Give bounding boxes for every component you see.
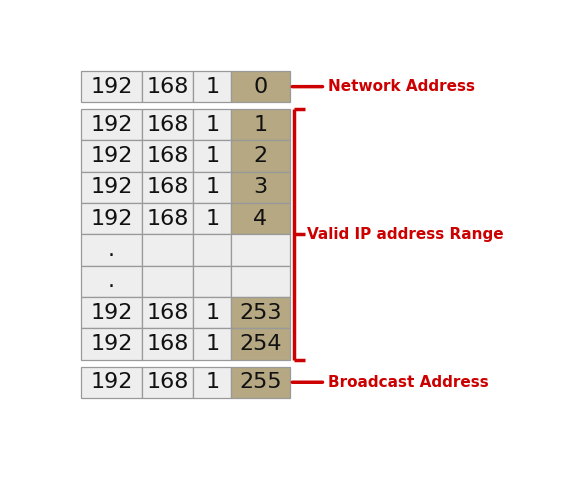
Text: .: . — [108, 240, 115, 260]
Text: 168: 168 — [146, 77, 188, 97]
Text: .: . — [108, 271, 115, 292]
Bar — [81, 328, 142, 360]
Bar — [81, 172, 142, 203]
Bar — [193, 266, 231, 297]
Text: 1: 1 — [205, 372, 219, 392]
Text: Broadcast Address: Broadcast Address — [328, 375, 488, 390]
Text: 4: 4 — [253, 209, 268, 229]
Text: 1: 1 — [205, 146, 219, 166]
Text: 2: 2 — [253, 146, 268, 166]
Bar — [231, 266, 290, 297]
Bar — [193, 367, 231, 398]
Text: 1: 1 — [205, 334, 219, 354]
Bar — [142, 203, 193, 235]
Bar — [231, 367, 290, 398]
Bar — [142, 109, 193, 140]
Bar — [231, 297, 290, 328]
Text: 192: 192 — [90, 77, 132, 97]
Text: 192: 192 — [90, 178, 132, 197]
Text: 1: 1 — [253, 115, 268, 135]
Text: 168: 168 — [146, 303, 188, 323]
Bar — [231, 328, 290, 360]
Bar — [231, 235, 290, 266]
Bar — [81, 235, 142, 266]
Bar — [231, 140, 290, 172]
Bar — [142, 71, 193, 102]
Text: 255: 255 — [239, 372, 281, 392]
Bar — [81, 297, 142, 328]
Text: 192: 192 — [90, 334, 132, 354]
Bar — [193, 235, 231, 266]
Bar — [81, 71, 142, 102]
Bar — [193, 172, 231, 203]
Bar — [142, 297, 193, 328]
Text: 168: 168 — [146, 209, 188, 229]
Text: 1: 1 — [205, 303, 219, 323]
Text: 192: 192 — [90, 303, 132, 323]
Bar — [142, 328, 193, 360]
Bar — [81, 203, 142, 235]
Text: 168: 168 — [146, 334, 188, 354]
Text: 168: 168 — [146, 372, 188, 392]
Text: 168: 168 — [146, 178, 188, 197]
Text: 192: 192 — [90, 209, 132, 229]
Bar — [193, 109, 231, 140]
Bar — [81, 140, 142, 172]
Text: 1: 1 — [205, 209, 219, 229]
Bar — [231, 172, 290, 203]
Bar — [142, 172, 193, 203]
Bar — [81, 266, 142, 297]
Text: 192: 192 — [90, 372, 132, 392]
Text: 0: 0 — [253, 77, 268, 97]
Text: 3: 3 — [253, 178, 268, 197]
Text: Network Address: Network Address — [328, 79, 475, 94]
Bar — [81, 367, 142, 398]
Bar — [142, 266, 193, 297]
Bar — [193, 71, 231, 102]
Bar — [193, 140, 231, 172]
Bar — [142, 235, 193, 266]
Bar — [142, 367, 193, 398]
Text: 253: 253 — [239, 303, 281, 323]
Text: Valid IP address Range: Valid IP address Range — [307, 227, 504, 242]
Bar — [142, 140, 193, 172]
Bar — [193, 297, 231, 328]
Text: 1: 1 — [205, 77, 219, 97]
Text: 254: 254 — [239, 334, 281, 354]
Bar — [193, 203, 231, 235]
Bar — [231, 109, 290, 140]
Bar — [231, 71, 290, 102]
Text: 1: 1 — [205, 178, 219, 197]
Text: 1: 1 — [205, 115, 219, 135]
Text: 168: 168 — [146, 115, 188, 135]
Bar — [193, 328, 231, 360]
Text: 192: 192 — [90, 115, 132, 135]
Text: 168: 168 — [146, 146, 188, 166]
Bar — [81, 109, 142, 140]
Bar — [231, 203, 290, 235]
Text: 192: 192 — [90, 146, 132, 166]
